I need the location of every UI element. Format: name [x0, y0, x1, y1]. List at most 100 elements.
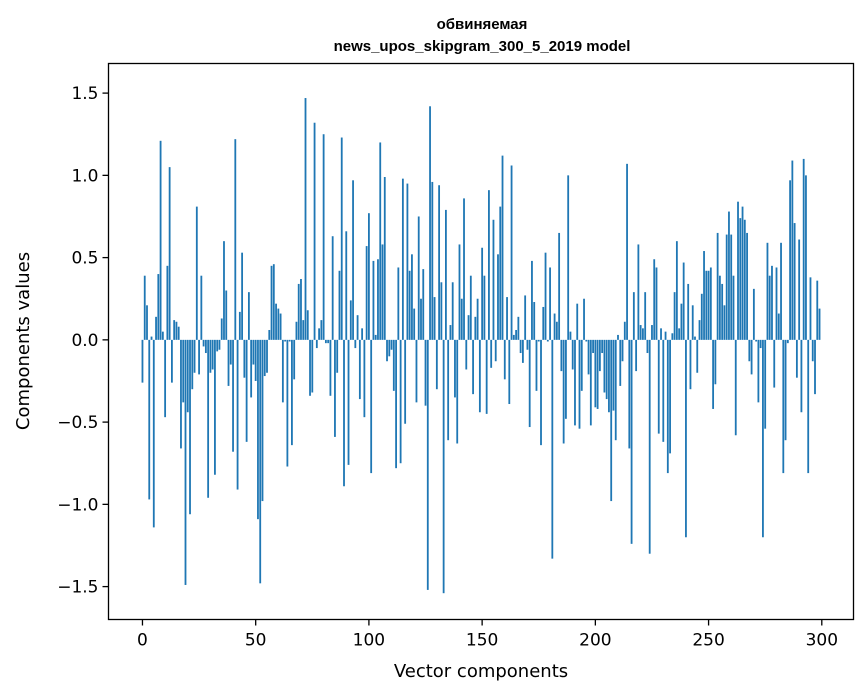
bar [379, 142, 382, 340]
bar [698, 320, 701, 340]
bar [254, 339, 257, 381]
bar [397, 267, 400, 340]
bar [150, 336, 153, 340]
bar [795, 339, 798, 378]
bar [177, 326, 180, 340]
bar [798, 239, 801, 340]
bar [324, 339, 327, 344]
bar [818, 308, 821, 340]
bar [415, 339, 418, 403]
bar [671, 333, 674, 340]
bar [773, 339, 776, 388]
bar [291, 339, 293, 446]
bar [422, 269, 425, 340]
bar [365, 246, 368, 340]
bar [241, 252, 244, 340]
bar [345, 231, 348, 340]
bar [401, 178, 404, 340]
y-tick-label: 1.5 [71, 84, 98, 104]
bar [247, 292, 250, 340]
bar [168, 167, 171, 340]
bar [327, 339, 330, 344]
bar [508, 339, 511, 405]
bar [356, 315, 359, 340]
bar [243, 339, 246, 378]
bar [193, 339, 196, 373]
bar [390, 339, 393, 350]
bar [732, 275, 735, 340]
bar [648, 339, 651, 554]
bar [764, 339, 767, 429]
bar [408, 270, 411, 340]
bar [392, 339, 395, 391]
bar [499, 206, 502, 340]
bar [768, 275, 771, 340]
bar [186, 339, 189, 413]
bar [759, 339, 762, 349]
bar [775, 267, 778, 340]
bar [195, 206, 198, 340]
bar [551, 339, 554, 559]
bar [723, 305, 726, 340]
bar [757, 339, 760, 403]
bar [546, 339, 549, 342]
bar [361, 328, 364, 340]
bar [297, 283, 300, 340]
bar [791, 160, 794, 340]
bar [596, 339, 599, 409]
plot-area-frame [107, 62, 855, 621]
bar [521, 339, 524, 363]
x-tick-label: 250 [692, 631, 724, 651]
bar [300, 278, 302, 340]
bar [411, 254, 413, 340]
bar [304, 98, 307, 340]
bar [533, 302, 536, 340]
bar [191, 339, 194, 390]
bar [261, 339, 264, 502]
bar [429, 106, 431, 340]
bar [463, 198, 465, 340]
bar [580, 339, 583, 391]
bar [569, 331, 572, 340]
bar [537, 339, 540, 342]
bar [501, 155, 504, 340]
bar [218, 339, 221, 350]
bar [730, 234, 733, 340]
bar [458, 244, 461, 340]
bar [639, 325, 642, 340]
bar [605, 339, 608, 400]
bar [780, 242, 782, 340]
bar [515, 329, 517, 340]
bar [454, 339, 456, 398]
bar [270, 265, 273, 340]
bar [159, 140, 162, 340]
bar [709, 267, 712, 340]
bar [413, 308, 416, 340]
bar [272, 264, 275, 340]
bar [173, 320, 176, 340]
bar [793, 223, 796, 340]
bar [426, 339, 429, 590]
bar [786, 339, 789, 344]
bar [481, 247, 484, 340]
bar [313, 122, 316, 340]
bar [146, 305, 148, 340]
bar [592, 339, 594, 354]
bar [619, 339, 622, 386]
bar [166, 265, 169, 340]
bar [748, 339, 751, 362]
bar [220, 318, 223, 340]
bar [531, 260, 533, 340]
bar [155, 316, 157, 340]
bar [544, 252, 547, 340]
bar [250, 339, 253, 398]
bar [675, 241, 678, 340]
bar [657, 339, 660, 434]
bar [621, 339, 624, 362]
bar [184, 339, 187, 585]
bar [809, 277, 812, 340]
bar [395, 339, 397, 469]
bar [642, 328, 644, 340]
bar [266, 339, 268, 373]
